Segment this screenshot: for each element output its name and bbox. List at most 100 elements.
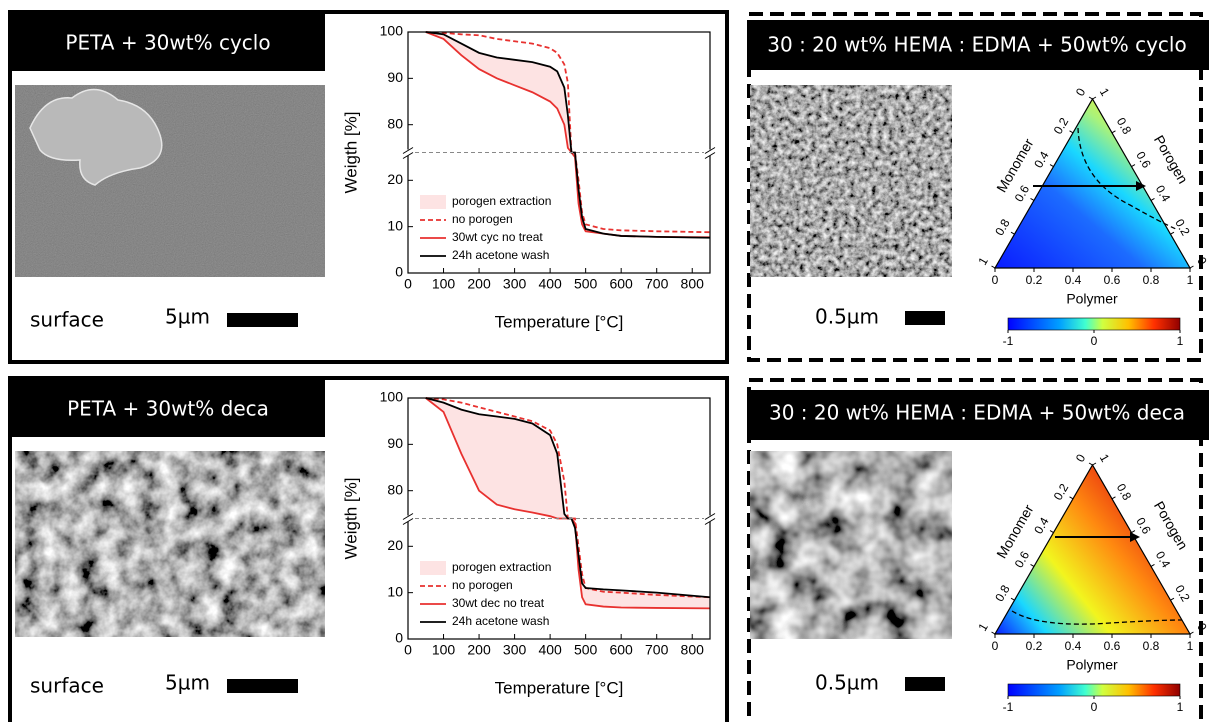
- ternary-tick: [1089, 97, 1092, 99]
- x-tick-label: 700: [645, 276, 669, 292]
- legend-label: porogen extraction: [452, 560, 551, 574]
- legend-label: 24h acetone wash: [452, 614, 549, 628]
- ternary-axis-label: Polymer: [1066, 291, 1118, 307]
- panel-title: PETA + 30wt% cyclo: [65, 31, 270, 55]
- ternary-tick: [1011, 598, 1014, 600]
- x-tick-label: 500: [574, 642, 598, 658]
- ternary-tick-label: 0.4: [1031, 149, 1052, 171]
- ternary-tick-label: 1: [1187, 639, 1194, 653]
- band-area: [426, 398, 710, 608]
- legend-label: 24h acetone wash: [452, 248, 549, 262]
- x-axis-label: Temperature [°C]: [495, 678, 624, 697]
- ternary-tick-label: 1: [1097, 86, 1113, 99]
- ternary-axis-label: Porogen: [1151, 132, 1191, 186]
- legend-label: 30wt cyc no treat: [452, 230, 543, 244]
- ternary-tick-label: 0.8: [1114, 481, 1135, 503]
- ternary-tick-label: 0.6: [1104, 273, 1121, 287]
- ternary-tick-label: 0.8: [1114, 115, 1135, 137]
- scale-bar: [227, 679, 298, 693]
- colorbar-tick-label: 1: [1177, 334, 1184, 348]
- x-tick-label: 200: [467, 276, 491, 292]
- colorbar-tick-label: 1: [1177, 700, 1184, 714]
- x-tick-label: 600: [609, 276, 633, 292]
- ternary-tick: [1190, 632, 1193, 634]
- x-tick-label: 0: [404, 642, 412, 658]
- y-tick-label: 100: [380, 389, 404, 405]
- ternary-tick: [1070, 497, 1073, 499]
- ternary-tick: [1151, 564, 1154, 566]
- ternary-field: [995, 465, 1190, 634]
- ternary-tick-label: 0: [992, 639, 999, 653]
- ternary-tick-label: 0: [1073, 451, 1089, 464]
- y-tick-label: 90: [387, 435, 403, 451]
- scale-label: 0.5µm: [815, 671, 879, 695]
- ternary-tick-label: 1: [1097, 452, 1113, 465]
- ternary-tick-label: 0.4: [1031, 515, 1052, 537]
- ternary-tick-label: 0.4: [1065, 273, 1082, 287]
- sem-image: [15, 451, 325, 637]
- ternary-axis-label: Monomer: [993, 501, 1037, 561]
- y-tick-label: 20: [387, 537, 403, 553]
- sem-image: [750, 451, 952, 639]
- ternary-tick: [992, 632, 995, 634]
- ternary-tick: [1089, 463, 1092, 465]
- ternary-tick-label: 0: [1073, 85, 1089, 98]
- image-caption: surface: [30, 674, 104, 698]
- ternary-tick-label: 1: [975, 254, 991, 267]
- x-tick-label: 700: [645, 642, 669, 658]
- panel-title: 30 : 20 wt% HEMA : EDMA + 50wt% cyclo: [767, 33, 1186, 57]
- legend-label: 30wt dec no treat: [452, 596, 545, 610]
- ternary-tick: [1050, 165, 1053, 167]
- ternary-tick-label: 0.4: [1153, 183, 1174, 205]
- ternary-tick-label: 0.6: [1133, 149, 1154, 171]
- ternary-tick: [1171, 598, 1174, 600]
- ternary-tick: [1151, 198, 1154, 200]
- x-tick-label: 0: [404, 276, 412, 292]
- ternary-tick-label: 0.6: [1012, 182, 1033, 204]
- y-tick-label: 100: [380, 23, 404, 39]
- scale-label: 0.5µm: [815, 305, 879, 329]
- ternary-tick: [1132, 165, 1135, 167]
- colorbar-tick-label: 0: [1091, 334, 1098, 348]
- colorbar-tick-label: -1: [1003, 700, 1014, 714]
- panel-title: PETA + 30wt% deca: [67, 397, 269, 421]
- figure: PETA + 30wt% cyclo 30 : 20 wt% HEMA : EDM…: [0, 0, 1209, 722]
- image-caption: surface: [30, 308, 104, 332]
- x-tick-label: 400: [538, 276, 562, 292]
- legend-label: no porogen: [452, 578, 513, 592]
- ternary-tick-label: 0.8: [1143, 273, 1160, 287]
- ternary-tick: [1171, 232, 1174, 234]
- y-axis-label: Weigth [%]: [341, 478, 360, 560]
- ternary-axis-label: Monomer: [993, 135, 1037, 195]
- scale-bar: [227, 313, 298, 327]
- y-tick-label: 80: [387, 115, 403, 131]
- ternary-tick-label: 0.2: [1026, 639, 1043, 653]
- x-tick-label: 300: [503, 276, 527, 292]
- x-tick-label: 400: [538, 642, 562, 658]
- ternary-tick-label: 0.6: [1104, 639, 1121, 653]
- ternary-tick: [1031, 198, 1034, 200]
- ternary-tick-label: 1: [975, 620, 991, 633]
- scale-label: 5µm: [165, 671, 210, 695]
- legend-label: no porogen: [452, 212, 513, 226]
- ternary-tick-label: 0: [992, 273, 999, 287]
- ternary-tick-label: 0.4: [1153, 549, 1174, 571]
- y-axis-label: Weigth [%]: [341, 112, 360, 194]
- ternary-tick-label: 0.2: [1172, 583, 1193, 605]
- ternary-tick-label: 0.2: [1051, 481, 1072, 503]
- sem-image: [750, 85, 952, 277]
- x-tick-label: 500: [574, 276, 598, 292]
- ternary-tick-label: 0.6: [1012, 548, 1033, 570]
- ternary-axis-label: Porogen: [1151, 498, 1191, 552]
- legend-swatch: [420, 195, 446, 209]
- colorbar: [1008, 318, 1180, 330]
- y-tick-label: 10: [387, 217, 403, 233]
- y-tick-label: 20: [387, 171, 403, 187]
- ternary-tick-label: 0.8: [1143, 639, 1160, 653]
- ternary-tick: [1031, 564, 1034, 566]
- x-tick-label: 100: [432, 642, 456, 658]
- ternary-tick: [1011, 232, 1014, 234]
- ternary-tick-label: 0.6: [1133, 515, 1154, 537]
- ternary-tick-label: 0.2: [1051, 115, 1072, 137]
- ternary-field: [995, 99, 1190, 268]
